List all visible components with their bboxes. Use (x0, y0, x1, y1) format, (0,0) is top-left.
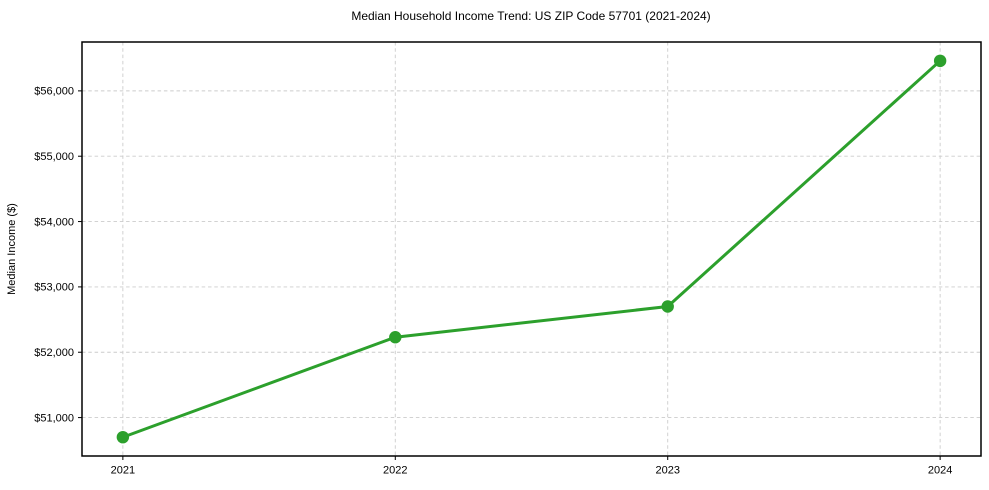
x-tick-label: 2022 (383, 465, 407, 477)
y-tick-label: $54,000 (34, 216, 74, 228)
chart-title: Median Household Income Trend: US ZIP Co… (351, 9, 710, 23)
y-tick-label: $53,000 (34, 282, 74, 294)
x-tick-label: 2024 (928, 465, 952, 477)
data-point-2022 (389, 331, 402, 344)
data-point-2024 (933, 54, 947, 68)
plot-border (81, 41, 982, 457)
x-tick-label: 2021 (111, 465, 135, 477)
grid-layer (82, 42, 981, 456)
data-point-2023 (661, 300, 674, 313)
y-tick-label: $51,000 (34, 412, 74, 424)
axes-layer: $51,000 $52,000 $53,000 $54,000 $55,000 $56,0… (34, 41, 982, 477)
x-tick-label: 2023 (655, 465, 679, 477)
data-point-2021 (116, 430, 130, 444)
series-layer (116, 54, 947, 444)
trend-line (121, 59, 942, 439)
y-tick-label: $56,000 (34, 86, 74, 98)
y-tick-label: $55,000 (34, 151, 74, 163)
y-axis-label: Median Income ($) (6, 203, 18, 295)
y-tick-label: $52,000 (34, 347, 74, 359)
